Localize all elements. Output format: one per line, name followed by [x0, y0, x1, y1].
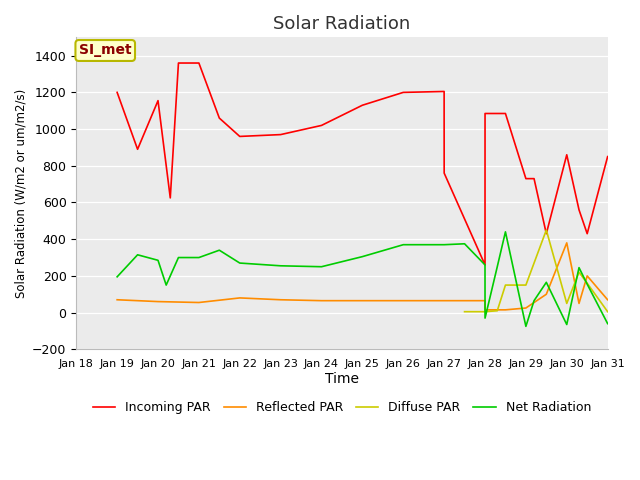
Net Radiation: [195, 255, 203, 261]
Net Radiation: [163, 282, 170, 288]
Incoming PAR: [530, 176, 538, 181]
Diffuse PAR: [481, 309, 489, 314]
Diffuse PAR: [481, 309, 489, 314]
Reflected PAR: [575, 300, 583, 306]
Net Radiation: [563, 322, 571, 327]
Net Radiation: [481, 262, 489, 268]
Diffuse PAR: [583, 280, 591, 286]
Reflected PAR: [440, 298, 448, 303]
Incoming PAR: [195, 60, 203, 66]
Incoming PAR: [575, 207, 583, 213]
Reflected PAR: [236, 295, 244, 301]
Net Radiation: [236, 260, 244, 266]
Net Radiation: [358, 254, 366, 260]
Net Radiation: [575, 265, 583, 271]
Net Radiation: [175, 255, 182, 261]
Incoming PAR: [236, 133, 244, 139]
Diffuse PAR: [604, 309, 611, 314]
Incoming PAR: [358, 102, 366, 108]
Net Radiation: [276, 263, 284, 269]
Incoming PAR: [481, 262, 489, 268]
Incoming PAR: [276, 132, 284, 137]
Incoming PAR: [583, 231, 591, 237]
Diffuse PAR: [461, 309, 468, 314]
Incoming PAR: [134, 146, 141, 152]
Reflected PAR: [276, 297, 284, 302]
Incoming PAR: [440, 170, 448, 176]
Incoming PAR: [317, 122, 325, 128]
Reflected PAR: [113, 297, 121, 302]
Reflected PAR: [543, 291, 550, 297]
Net Radiation: [134, 252, 141, 258]
Reflected PAR: [399, 298, 407, 303]
Net Radiation: [113, 274, 121, 280]
Net Radiation: [399, 242, 407, 248]
Legend: Incoming PAR, Reflected PAR, Diffuse PAR, Net Radiation: Incoming PAR, Reflected PAR, Diffuse PAR…: [88, 396, 596, 419]
Net Radiation: [502, 229, 509, 235]
X-axis label: Time: Time: [325, 372, 359, 386]
Reflected PAR: [481, 307, 489, 313]
Net Radiation: [493, 264, 501, 270]
Incoming PAR: [440, 89, 448, 95]
Diffuse PAR: [481, 309, 489, 314]
Reflected PAR: [154, 299, 162, 304]
Diffuse PAR: [522, 282, 530, 288]
Reflected PAR: [481, 298, 489, 303]
Incoming PAR: [604, 154, 611, 159]
Net Radiation: [583, 281, 591, 287]
Reflected PAR: [358, 298, 366, 303]
Text: SI_met: SI_met: [79, 44, 132, 58]
Reflected PAR: [461, 298, 468, 303]
Reflected PAR: [604, 297, 611, 302]
Incoming PAR: [440, 110, 448, 116]
Net Radiation: [317, 264, 325, 270]
Reflected PAR: [563, 240, 571, 246]
Line: Reflected PAR: Reflected PAR: [117, 243, 607, 310]
Line: Incoming PAR: Incoming PAR: [117, 63, 607, 265]
Net Radiation: [481, 262, 489, 268]
Diffuse PAR: [502, 282, 509, 288]
Y-axis label: Solar Radiation (W/m2 or um/m2/s): Solar Radiation (W/m2 or um/m2/s): [15, 89, 28, 298]
Incoming PAR: [113, 89, 121, 95]
Incoming PAR: [154, 98, 162, 104]
Incoming PAR: [543, 231, 550, 237]
Reflected PAR: [317, 298, 325, 303]
Incoming PAR: [502, 110, 509, 116]
Incoming PAR: [481, 110, 489, 116]
Incoming PAR: [440, 89, 448, 95]
Diffuse PAR: [543, 227, 550, 233]
Net Radiation: [154, 257, 162, 263]
Reflected PAR: [493, 307, 501, 313]
Reflected PAR: [522, 305, 530, 311]
Incoming PAR: [399, 89, 407, 95]
Net Radiation: [543, 279, 550, 285]
Reflected PAR: [195, 300, 203, 305]
Net Radiation: [604, 321, 611, 326]
Diffuse PAR: [563, 300, 571, 306]
Incoming PAR: [481, 262, 489, 268]
Incoming PAR: [216, 115, 223, 121]
Incoming PAR: [113, 89, 121, 95]
Diffuse PAR: [575, 269, 583, 275]
Net Radiation: [530, 298, 538, 303]
Reflected PAR: [502, 307, 509, 313]
Net Radiation: [440, 242, 448, 248]
Line: Net Radiation: Net Radiation: [117, 232, 607, 326]
Diffuse PAR: [493, 308, 501, 313]
Incoming PAR: [166, 195, 174, 201]
Incoming PAR: [563, 152, 571, 157]
Title: Solar Radiation: Solar Radiation: [273, 15, 411, 33]
Incoming PAR: [175, 60, 182, 66]
Net Radiation: [481, 315, 489, 321]
Net Radiation: [461, 241, 468, 247]
Net Radiation: [216, 247, 223, 253]
Reflected PAR: [583, 273, 591, 279]
Net Radiation: [522, 324, 530, 329]
Incoming PAR: [522, 176, 530, 181]
Line: Diffuse PAR: Diffuse PAR: [465, 230, 607, 312]
Reflected PAR: [481, 298, 489, 303]
